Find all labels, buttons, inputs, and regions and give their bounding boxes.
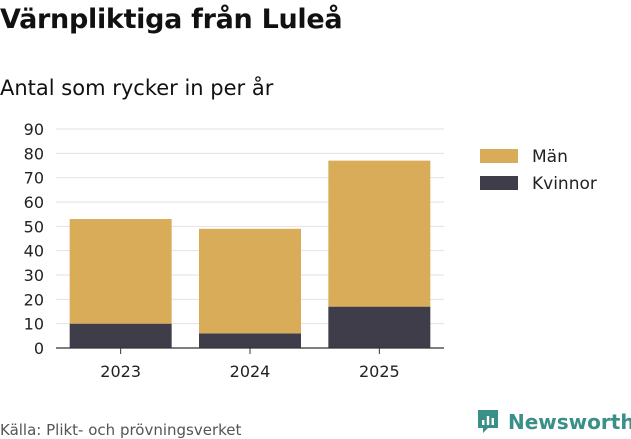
x-tick-label: 2023 [100,362,141,381]
legend-swatch-män [480,149,518,163]
chart-subtitle: Antal som rycker in per år [0,76,274,100]
y-tick-label: 70 [24,169,44,188]
chart-title: Värnpliktiga från Luleå [0,4,343,35]
legend-label-män: Män [532,147,568,167]
bar-män-2023 [69,219,172,324]
x-tick-label: 2024 [230,362,271,381]
y-tick-label: 50 [24,217,44,236]
x-tick-label: 2025 [359,362,400,381]
bar-män-2024 [199,228,301,334]
bar-kvinnor-2023 [69,323,172,348]
y-tick-label: 20 [24,290,44,309]
y-tick-label: 90 [24,120,44,139]
bar-kvinnor-2024 [199,333,301,348]
legend-label-kvinnor: Kvinnor [532,174,597,194]
bar-män-2025 [328,160,431,307]
legend-swatch-kvinnor [480,176,518,190]
brand-name: Newsworthy [508,410,631,434]
y-tick-label: 60 [24,193,44,212]
y-tick-label: 30 [24,266,44,285]
brand-logo: Newsworthy [476,409,631,435]
newsworthy-logo-icon [478,410,498,433]
y-tick-label: 0 [34,339,44,358]
y-tick-label: 80 [24,144,44,163]
source-note: Källa: Plikt- och prövningsverket [0,421,242,439]
y-tick-label: 40 [24,242,44,261]
y-tick-label: 10 [24,315,44,334]
bar-kvinnor-2025 [328,306,431,348]
